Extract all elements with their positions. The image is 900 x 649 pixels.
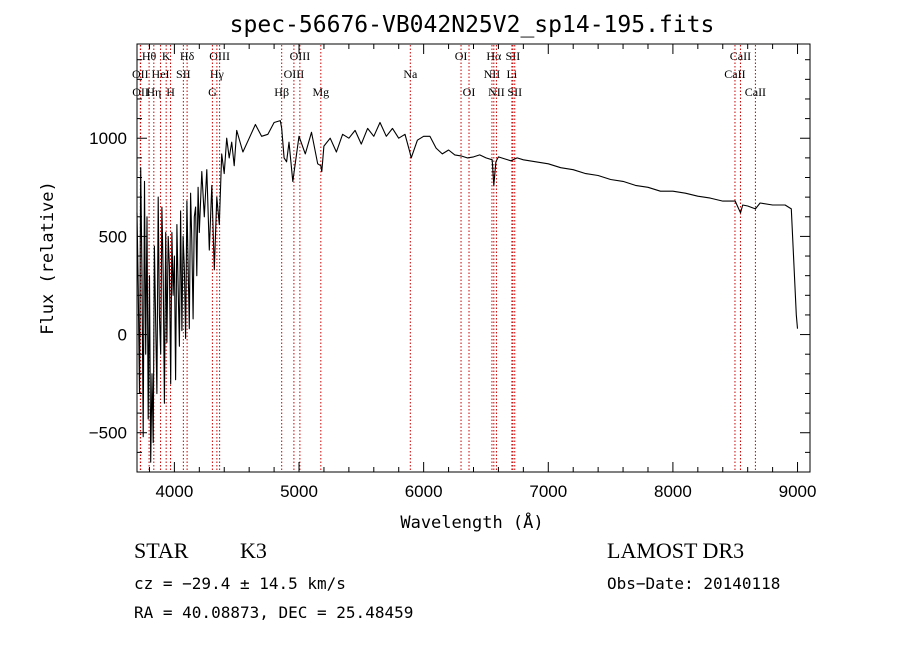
marker-label-6: SII — [176, 67, 191, 81]
marker-label-12: OIII — [290, 49, 311, 63]
subclass: K3 — [240, 538, 267, 563]
marker-label-10: Hγ — [210, 67, 225, 81]
marker-label-26: CaII — [724, 67, 745, 81]
marker-label-4: Hη — [146, 85, 161, 99]
spectrum-line — [136, 120, 799, 463]
marker-label-24: SII — [507, 85, 522, 99]
x-tick-label: 6000 — [405, 482, 443, 501]
y-tick-label: 1000 — [89, 129, 127, 148]
x-tick-label: 7000 — [529, 482, 567, 501]
marker-label-27: CaII — [745, 85, 766, 99]
marker-label-9: OIII — [209, 49, 230, 63]
obs-date: Obs−Date: 20140118 — [607, 574, 781, 593]
plot-frame — [136, 43, 811, 473]
marker-label-15: Mg — [312, 85, 329, 99]
survey-label: LAMOST DR3 — [607, 538, 745, 563]
x-axis: 4000 5000 6000 7000 8000 9000 — [148, 44, 817, 501]
marker-label-8: Hδ — [180, 49, 195, 63]
x-tick-label: 8000 — [654, 482, 692, 501]
y-tick-label: 500 — [99, 227, 127, 246]
marker-label-2: OII — [132, 85, 149, 99]
marker-label-13: OIII — [284, 67, 305, 81]
coordinates: RA = 40.08873, DEC = 25.48459 — [134, 603, 414, 622]
object-class: STAR — [134, 538, 189, 563]
y-axis: −500 0 500 1000 — [89, 59, 810, 453]
x-tick-label: 4000 — [155, 482, 193, 501]
marker-label-5: K — [162, 49, 171, 63]
x-tick-label: 9000 — [779, 482, 817, 501]
marker-label-14: Hβ — [274, 85, 289, 99]
marker-label-3: HeI — [152, 67, 170, 81]
marker-label-21: NII — [488, 85, 505, 99]
marker-label-11: G — [208, 85, 217, 99]
y-tick-label: −500 — [89, 424, 127, 443]
redshift-cz: cz = −29.4 ± 14.5 km/s — [134, 574, 346, 593]
x-tick-label: 5000 — [280, 482, 318, 501]
y-axis-label: Flux (relative) — [38, 181, 58, 335]
x-axis-label: Wavelength (Å) — [400, 511, 543, 533]
chart-title: spec-56676-VB042N25V2_sp14-195.fits — [230, 12, 715, 38]
marker-label-18: OI — [463, 85, 476, 99]
marker-label-25: CaII — [730, 49, 751, 63]
marker-label-7: H — [166, 85, 175, 99]
y-tick-label: 0 — [118, 326, 127, 345]
marker-label-16: Na — [403, 67, 418, 81]
marker-label-0: Hθ — [142, 49, 157, 63]
marker-label-20: NII — [484, 67, 501, 81]
spectrum-series — [136, 120, 799, 463]
marker-label-23: Li — [507, 67, 518, 81]
marker-label-22: SII — [506, 49, 521, 63]
marker-label-17: OI — [455, 49, 468, 63]
marker-label-19: Hα — [486, 49, 502, 63]
